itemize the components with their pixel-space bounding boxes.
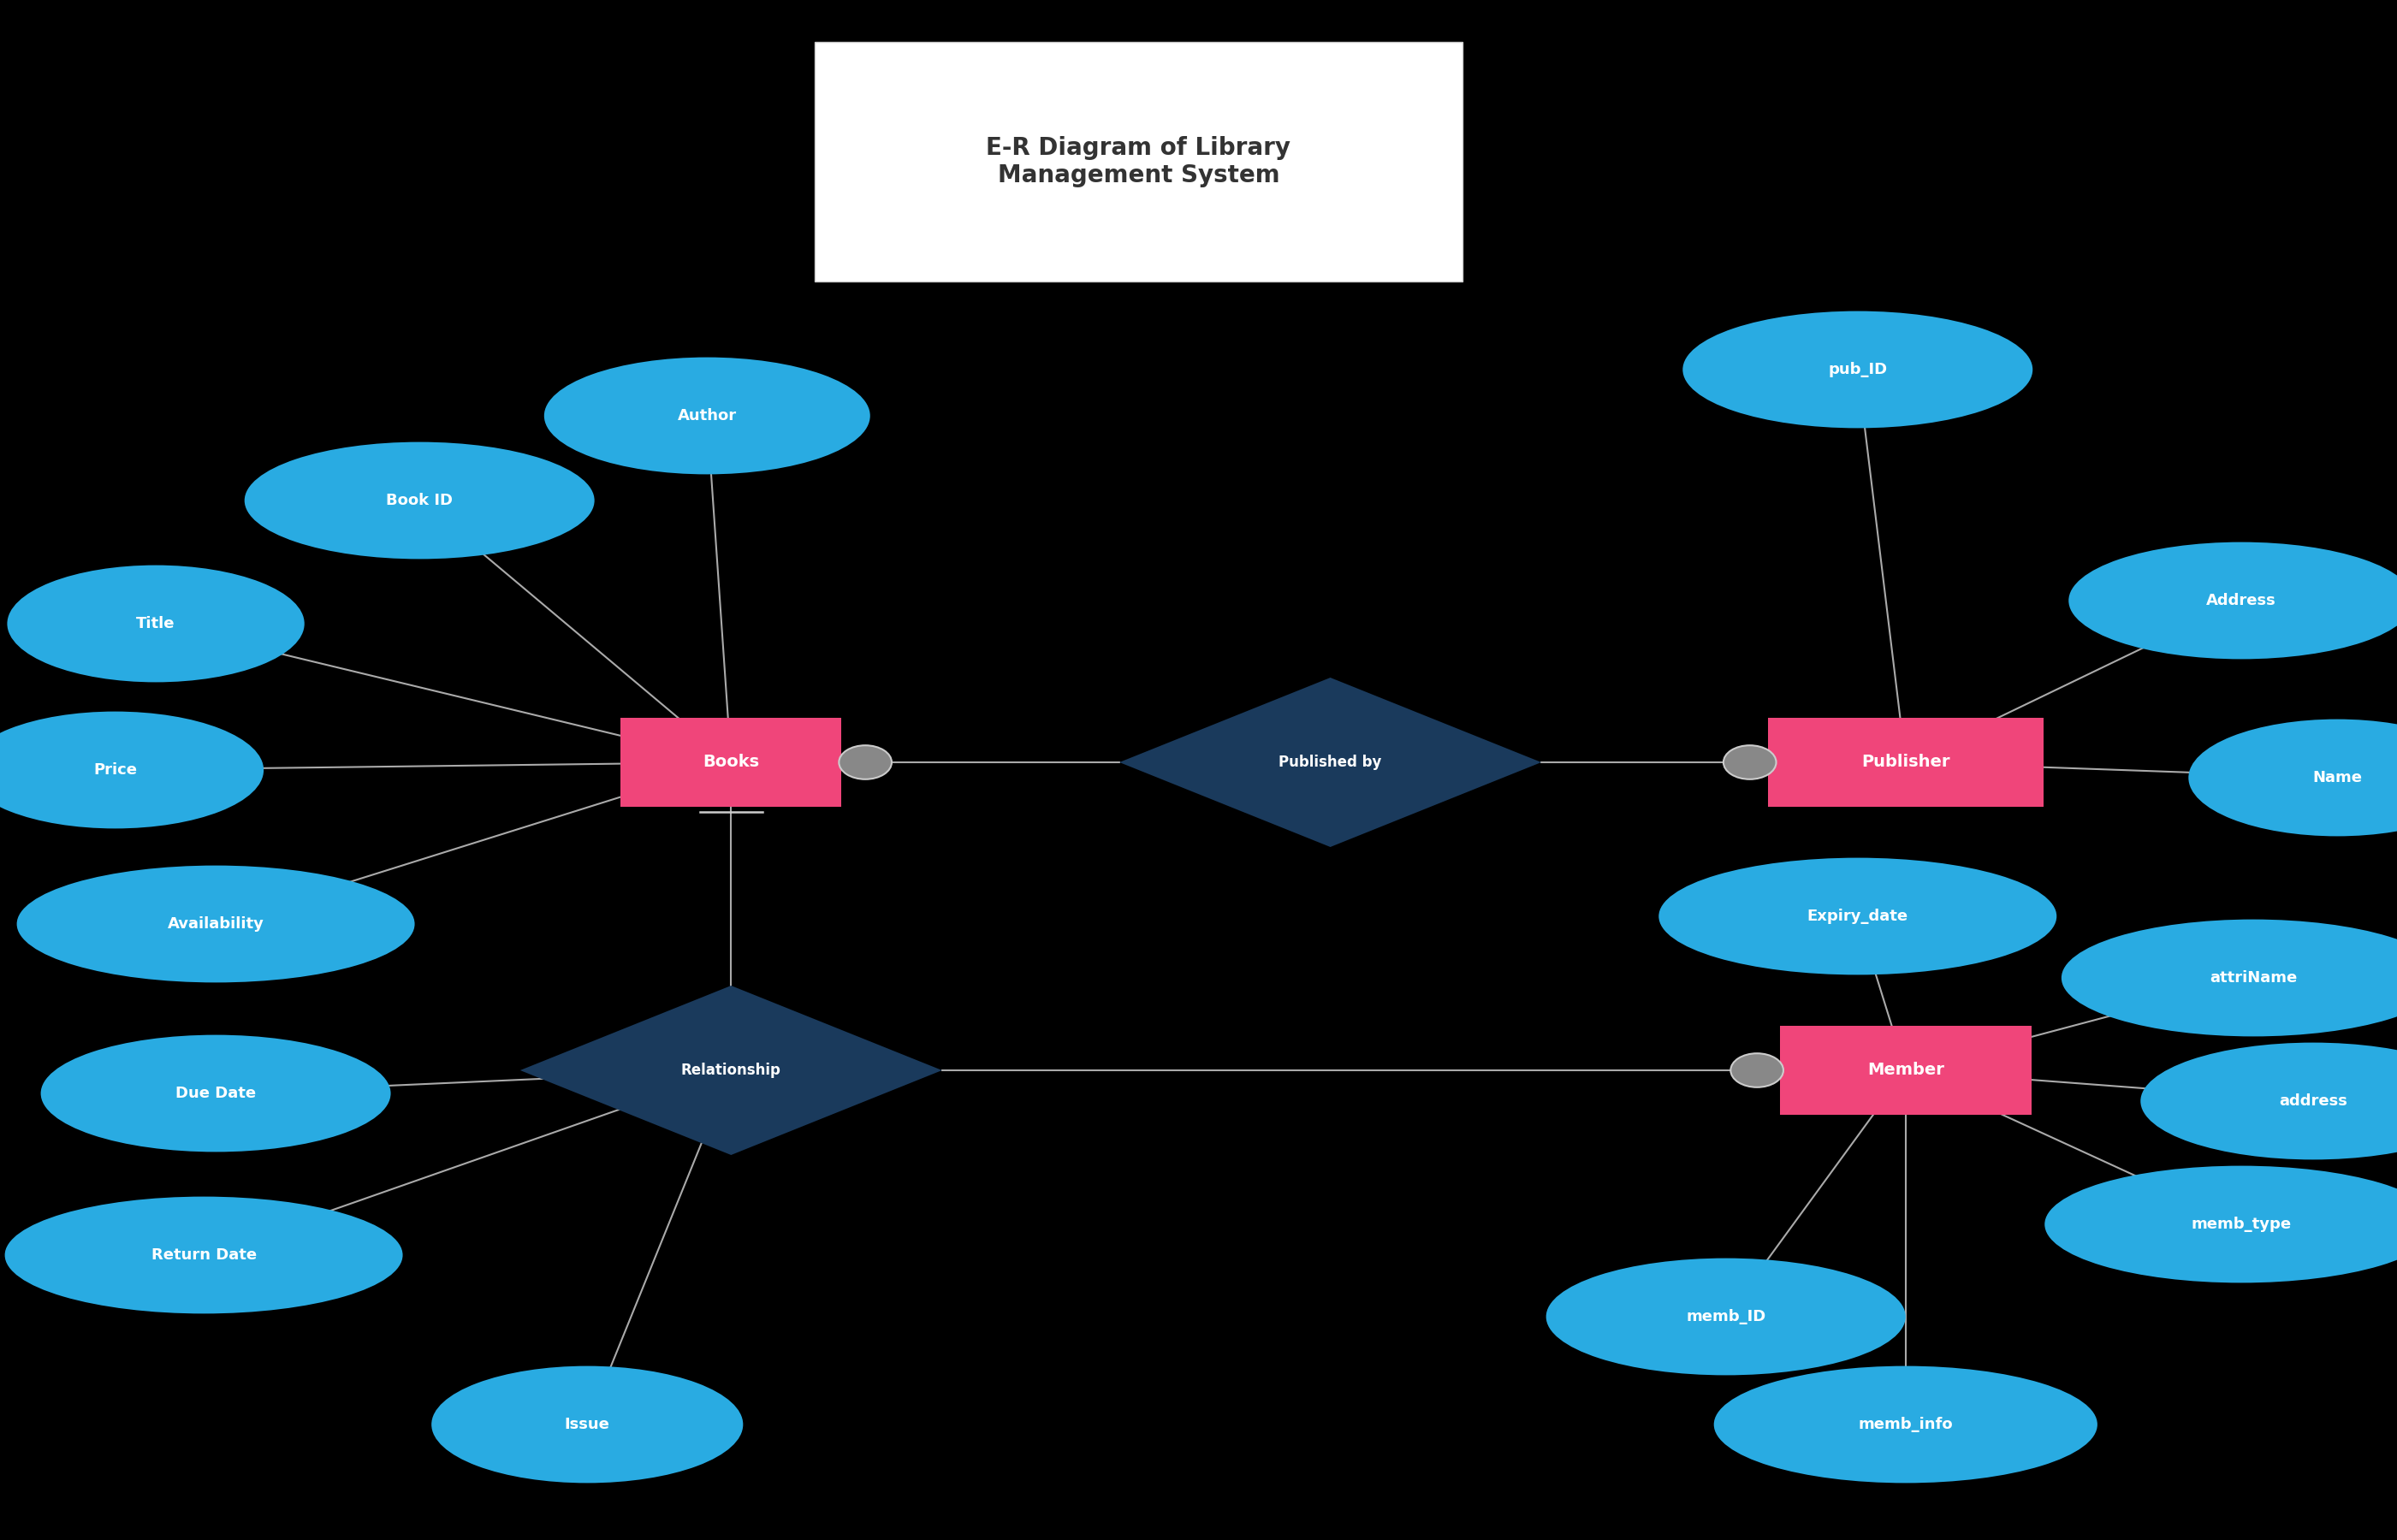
FancyBboxPatch shape: [1769, 718, 2042, 807]
Text: Price: Price: [93, 762, 137, 778]
Text: Title: Title: [137, 616, 175, 631]
Ellipse shape: [1659, 858, 2057, 975]
Ellipse shape: [431, 1366, 743, 1483]
Text: memb_info: memb_info: [1858, 1417, 1954, 1432]
Ellipse shape: [5, 1197, 403, 1314]
Text: Books: Books: [702, 755, 760, 770]
Circle shape: [1723, 745, 1776, 779]
Ellipse shape: [1683, 311, 2033, 428]
Ellipse shape: [1546, 1258, 1906, 1375]
Ellipse shape: [2061, 919, 2397, 1036]
Polygon shape: [1119, 678, 1541, 847]
Circle shape: [1731, 1053, 1783, 1087]
Text: attriName: attriName: [2210, 970, 2296, 986]
Circle shape: [839, 745, 892, 779]
FancyBboxPatch shape: [815, 42, 1462, 280]
Text: Author: Author: [678, 408, 736, 424]
Polygon shape: [520, 986, 942, 1155]
Text: Address: Address: [2205, 593, 2277, 608]
Ellipse shape: [544, 357, 870, 474]
Text: Book ID: Book ID: [386, 493, 453, 508]
Ellipse shape: [1714, 1366, 2097, 1483]
Ellipse shape: [2188, 719, 2397, 836]
FancyBboxPatch shape: [621, 718, 841, 807]
Text: memb_ID: memb_ID: [1685, 1309, 1767, 1324]
Ellipse shape: [41, 1035, 391, 1152]
Text: Return Date: Return Date: [151, 1247, 256, 1263]
Text: Issue: Issue: [566, 1417, 609, 1432]
Ellipse shape: [17, 865, 415, 983]
Text: Name: Name: [2313, 770, 2361, 785]
Text: Member: Member: [1867, 1063, 1944, 1078]
Text: Due Date: Due Date: [175, 1086, 256, 1101]
Text: Expiry_date: Expiry_date: [1807, 909, 1908, 924]
Text: Relationship: Relationship: [681, 1063, 781, 1078]
Text: Availability: Availability: [168, 916, 264, 932]
Text: pub_ID: pub_ID: [1829, 362, 1886, 377]
Ellipse shape: [244, 442, 594, 559]
Text: E-R Diagram of Library
Management System: E-R Diagram of Library Management System: [985, 136, 1292, 188]
Text: Published by: Published by: [1280, 755, 1381, 770]
Ellipse shape: [7, 565, 304, 682]
Ellipse shape: [0, 711, 264, 829]
Ellipse shape: [2141, 1043, 2397, 1160]
Ellipse shape: [2069, 542, 2397, 659]
Ellipse shape: [2045, 1166, 2397, 1283]
Text: address: address: [2280, 1093, 2347, 1109]
FancyBboxPatch shape: [1781, 1026, 2033, 1115]
Text: memb_type: memb_type: [2191, 1217, 2292, 1232]
Text: Publisher: Publisher: [1862, 755, 1949, 770]
